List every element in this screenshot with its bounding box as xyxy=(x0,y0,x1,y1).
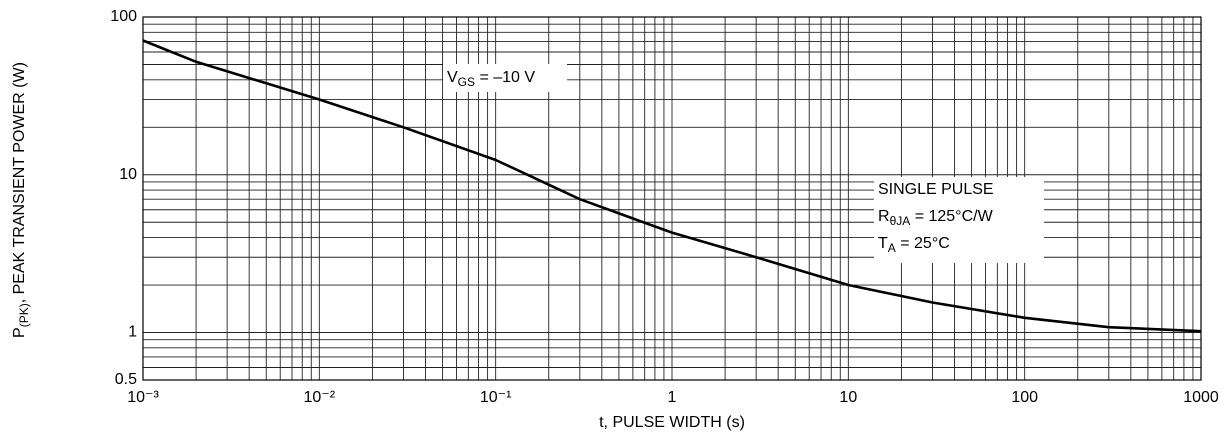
lines xyxy=(142,39,1202,333)
annotation-part: = 25°C xyxy=(896,235,950,252)
y-label-part: , PEAK TRANSIENT POWER (W) xyxy=(11,62,28,303)
y-tick-label: 1 xyxy=(128,324,137,341)
y-tick-label: 0.5 xyxy=(115,371,137,388)
y-label-part: P xyxy=(11,327,28,338)
x-axis-label: t, PULSE WIDTH (s) xyxy=(599,414,745,431)
x-tick-label: 100 xyxy=(1011,389,1038,406)
annotation: TA = 25°C xyxy=(878,235,950,255)
x-tick-label: 10⁻³ xyxy=(127,389,159,406)
annotation: RθJA = 125°C/W xyxy=(878,208,994,228)
annotation: VGS = –10 V xyxy=(447,69,535,89)
annotation-part: V xyxy=(447,69,458,86)
annotations: VGS = –10 V SINGLE PULSE RθJA = 125°C/W TA … xyxy=(447,69,994,255)
annotation-sub: θJA xyxy=(890,214,911,228)
annotation-box xyxy=(443,64,567,92)
annotation-sub: GS xyxy=(458,75,475,89)
x-tick-label: 1000 xyxy=(1183,389,1219,406)
x-tick-label: 10⁻² xyxy=(304,389,336,406)
y-tick-label: 10 xyxy=(119,166,137,183)
y-tick-label: 100 xyxy=(110,8,137,25)
annotation: SINGLE PULSE xyxy=(878,181,994,198)
y-axis-label: P(PK), PEAK TRANSIENT POWER (W) xyxy=(11,62,31,338)
annotation-box xyxy=(874,177,1044,263)
x-tick-label: 1 xyxy=(668,389,677,406)
annotation-part: = –10 V xyxy=(475,69,535,86)
annotation-part: = 125°C/W xyxy=(910,208,993,225)
annotation-part: SINGLE PULSE xyxy=(878,181,994,198)
x-tick-label: 10 xyxy=(839,389,857,406)
data-line xyxy=(142,39,1202,333)
plot-frame xyxy=(142,16,1202,381)
annotation-sub: A xyxy=(888,241,896,255)
annotation-part: T xyxy=(878,235,888,252)
annotation-part: R xyxy=(878,208,890,225)
x-tick-label: 10⁻¹ xyxy=(480,389,512,406)
y-label-sub: (PK) xyxy=(17,303,31,327)
